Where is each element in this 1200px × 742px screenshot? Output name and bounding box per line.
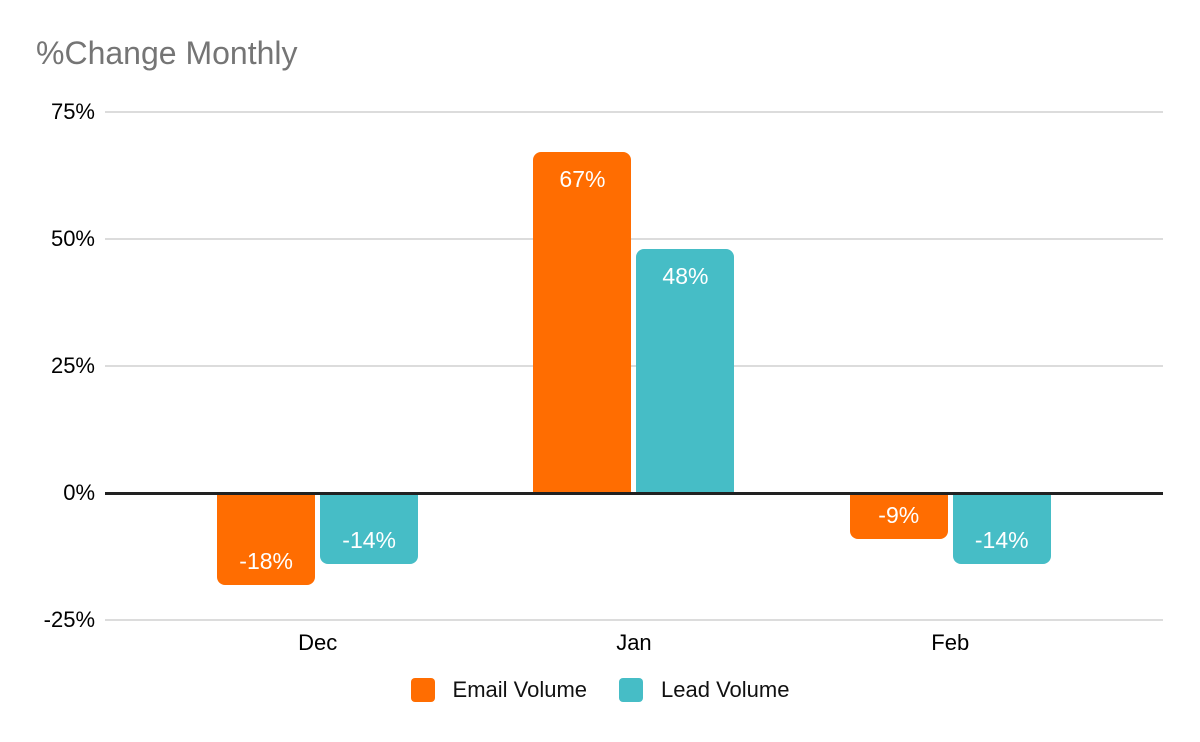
y-axis-tick-label: -25% [43, 607, 95, 633]
bar-email-volume-dec: -18% [217, 493, 316, 585]
gridline [105, 110, 1163, 113]
bar-lead-volume-jan: 48% [636, 248, 735, 493]
legend-label: Email Volume [452, 677, 588, 702]
y-axis-tick-label: 50% [50, 225, 95, 251]
bar-value-label: -14% [974, 527, 1029, 554]
bar-value-label: -18% [239, 547, 293, 574]
bar-email-volume-jan: 67% [533, 152, 632, 493]
x-axis-category-label: Feb [931, 630, 970, 655]
gridline [105, 237, 1163, 240]
bar-lead-volume-feb: -14% [952, 493, 1051, 565]
y-axis-tick-label: 25% [50, 352, 95, 378]
legend-item-lead-volume: Lead Volume [619, 677, 789, 703]
chart-title: %Change Monthly [36, 35, 298, 71]
zero-axis-line [105, 491, 1163, 495]
bar-value-label: -14% [342, 527, 396, 554]
bar-value-label: -9% [878, 501, 920, 528]
legend-item-email-volume: Email Volume [410, 677, 588, 703]
y-axis-tick-label: 75% [50, 98, 95, 124]
x-axis-category-label: Jan [616, 630, 652, 655]
gridline [105, 619, 1163, 622]
x-axis-category-label: Dec [298, 630, 338, 655]
legend-swatch-email-volume [410, 678, 435, 702]
gridline [105, 364, 1163, 367]
bar-email-volume-feb: -9% [849, 493, 948, 539]
legend: Email Volume Lead Volume [0, 677, 1200, 703]
bar-lead-volume-dec: -14% [320, 493, 419, 565]
legend-swatch-lead-volume [619, 678, 644, 702]
y-axis-tick-label: 0% [63, 480, 95, 505]
legend-label: Lead Volume [661, 677, 790, 702]
bar-value-label: 67% [559, 166, 606, 193]
bar-value-label: 48% [662, 262, 709, 289]
